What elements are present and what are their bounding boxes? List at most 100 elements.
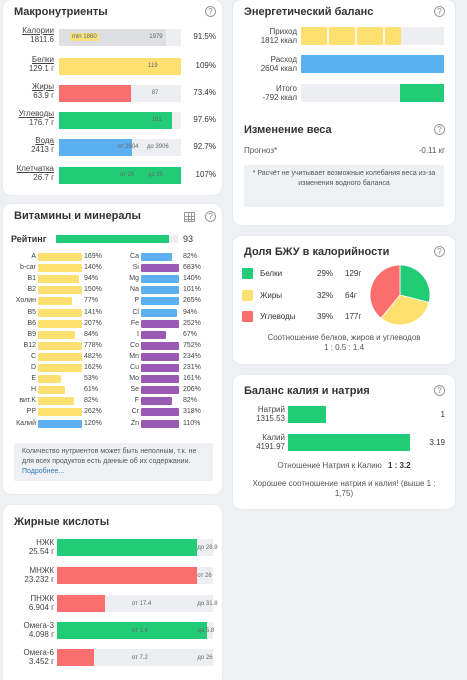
- macro-bar: от 20 до 25: [59, 167, 181, 184]
- energy-value: -792 ккал: [262, 93, 297, 102]
- rating-label: Рейтинг: [11, 234, 47, 244]
- kna-bar: [288, 434, 410, 451]
- fatty-acid-label: МНЖК 23.232 г: [3, 566, 54, 584]
- macro-bar: 181: [59, 112, 181, 129]
- energy-balance-title: Энергетический баланс: [244, 6, 374, 18]
- mineral-bar: [141, 375, 179, 383]
- mineral-bar: [141, 331, 166, 339]
- vitamin-bar: [38, 320, 82, 328]
- mineral-percent: 234%: [183, 353, 201, 360]
- mineral-percent: 140%: [183, 275, 201, 282]
- fatty-acid-bar: от 1.4 до 5.8: [57, 622, 214, 639]
- macro-name: Клетчатка: [16, 164, 54, 173]
- bju-legend-percent: 39%: [317, 312, 334, 321]
- bju-legend-swatch: [242, 268, 253, 279]
- mineral-bar: [141, 397, 172, 405]
- fatty-acid-bar: до 28.9: [57, 539, 218, 556]
- bju-legend-percent: 29%: [317, 269, 334, 278]
- macro-bar-fill: [59, 58, 181, 75]
- help-icon[interactable]: ?: [205, 211, 216, 222]
- forecast-value: -0.11 кг: [418, 146, 445, 155]
- macro-label: Вода 2413 г: [3, 136, 54, 154]
- fatty-acid-bar-mark: от 26: [197, 573, 212, 579]
- bju-legend-grams: 129г: [345, 269, 362, 278]
- help-icon[interactable]: ?: [434, 6, 445, 17]
- fatty-acid-value: 23.232 г: [24, 575, 54, 584]
- vitamin-percent: 150%: [84, 286, 102, 293]
- vitamin-name: b-car: [20, 264, 36, 271]
- fatty-acid-bar-mark: от 1.4: [131, 628, 148, 634]
- vitamin-percent: 120%: [84, 420, 102, 427]
- mineral-bar: [141, 386, 179, 394]
- help-icon[interactable]: ?: [434, 124, 445, 135]
- energy-bar-fill: [301, 55, 444, 73]
- vitamins-minerals-title: Витамины и минералы: [14, 210, 141, 222]
- more-link[interactable]: Подробнее...: [22, 468, 65, 475]
- bju-ratio-text: Соотношение белков, жиров и углеводов: [267, 333, 421, 342]
- mineral-name: I: [137, 331, 139, 338]
- mineral-name: Fe: [130, 320, 139, 327]
- fatty-acid-name: ПНЖК: [30, 594, 54, 603]
- bju-pie-slice: [369, 264, 401, 319]
- nutrient-note-text: Количество нутриентов может быть неполны…: [22, 448, 197, 465]
- energy-label: Итого -792 ккал: [233, 84, 297, 102]
- fatty-acid-value: 4.098 г: [28, 630, 54, 639]
- macro-label: Белки 129.1 г: [3, 55, 54, 73]
- kna-bar: [288, 406, 410, 423]
- potassium-sodium-card: Баланс калия и натрия ? Натрий 1315.53 1 Ка…: [233, 375, 455, 509]
- macro-bar: min 1860 1979: [59, 29, 181, 46]
- macro-bar-mark: min 1860: [69, 33, 99, 41]
- energy-label: Приход 1812 ккал: [233, 27, 297, 45]
- fatty-acids-title: Жирные кислоты: [14, 516, 110, 528]
- fatty-acid-bar: от 17.4 до 31.8: [57, 595, 218, 612]
- help-icon[interactable]: ?: [434, 385, 445, 396]
- bju-title: Доля БЖУ в калорийности: [244, 246, 390, 258]
- vitamin-percent: 82%: [84, 397, 99, 404]
- mineral-name: Mn: [129, 353, 139, 360]
- kna-ratio-value: 1 : 3.2: [387, 461, 411, 470]
- fatty-acid-bar-mark: до 26: [197, 655, 213, 661]
- vitamin-name: B5: [27, 309, 36, 316]
- fatty-acid-label: ПНЖК 6.904 г: [3, 594, 54, 612]
- help-icon[interactable]: ?: [434, 246, 445, 257]
- macro-bar: 119: [59, 58, 181, 75]
- macro-bar-fill: [59, 139, 133, 156]
- nutrient-note: Количество нутриентов может быть неполны…: [14, 443, 213, 481]
- table-view-icon[interactable]: [184, 212, 195, 222]
- macro-bar-mark: 1979: [149, 34, 163, 40]
- fatty-acid-value: 25.54 г: [28, 547, 54, 556]
- vitamin-percent: 169%: [84, 253, 102, 260]
- bju-legend-percent: 32%: [317, 291, 334, 300]
- fatty-acid-bar-fill: [57, 649, 95, 666]
- macro-percent: 91.5%: [193, 32, 216, 41]
- mineral-percent: 161%: [183, 375, 201, 382]
- vitamin-percent: 778%: [84, 342, 102, 349]
- vitamin-name: B12: [23, 342, 36, 349]
- kna-ratio-label: Отношение Натрия к Калию: [277, 461, 382, 470]
- mineral-bar: [141, 320, 179, 328]
- vitamin-bar: [38, 253, 82, 261]
- vitamin-name: C: [30, 353, 36, 360]
- vitamin-name: D: [30, 364, 36, 371]
- mineral-name: P: [134, 297, 139, 304]
- macro-percent: 107%: [195, 170, 216, 179]
- fatty-acid-label: Омега-6 3.452 г: [3, 648, 54, 666]
- macro-label: Жиры 63.9 г: [3, 82, 54, 100]
- help-icon[interactable]: ?: [205, 6, 216, 17]
- fatty-acid-name: Омега-3: [23, 621, 54, 630]
- macro-percent: 92.7%: [193, 142, 216, 151]
- mineral-bar: [141, 353, 179, 361]
- macro-value: 26.7 г: [33, 173, 54, 182]
- macro-percent: 97.6%: [193, 115, 216, 124]
- macro-value: 176.7 г: [28, 118, 54, 127]
- vitamin-name: H: [30, 386, 36, 393]
- fatty-acid-bar: от 26: [57, 567, 213, 584]
- vitamin-bar: [38, 420, 82, 428]
- mineral-bar: [141, 264, 179, 272]
- vitamin-name: PP: [26, 408, 36, 415]
- vitamin-name: B6: [27, 320, 36, 327]
- rating-value: 93: [183, 234, 194, 244]
- vitamin-bar: [38, 397, 74, 405]
- kna-ratio: Отношение Натрия к Калию 1 : 3.2: [233, 461, 455, 471]
- bju-legend-grams: 64г: [345, 291, 357, 300]
